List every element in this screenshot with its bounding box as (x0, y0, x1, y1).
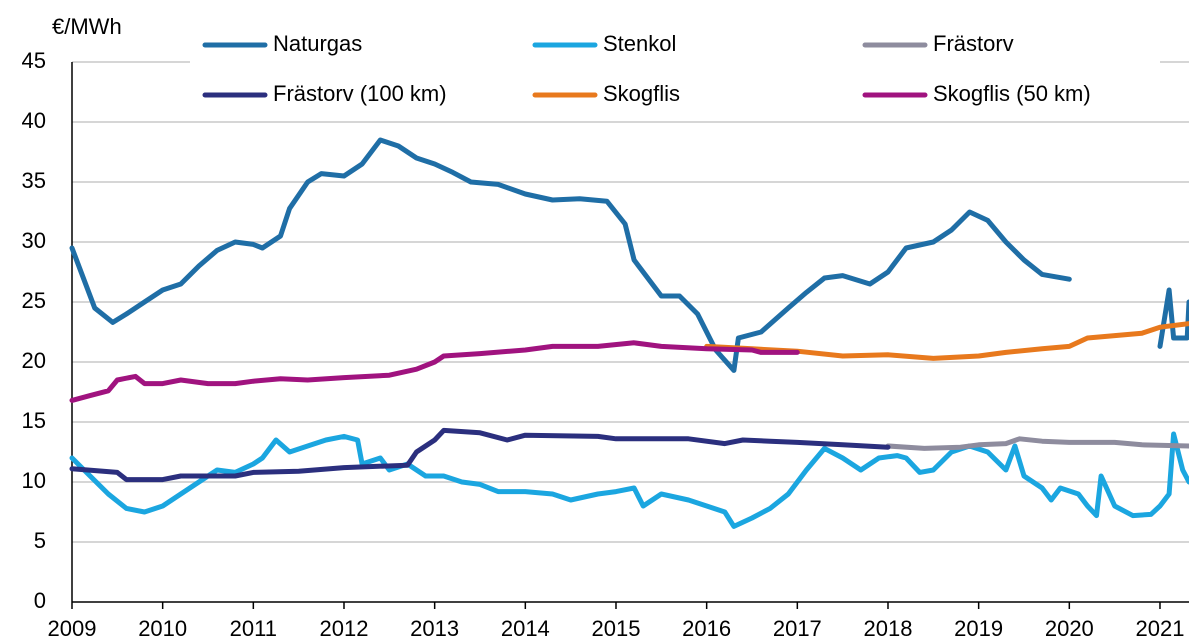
x-tick-label: 2012 (320, 616, 369, 641)
y-tick-label: 45 (22, 48, 46, 73)
y-tick-label: 0 (34, 588, 46, 613)
legend-label: Naturgas (273, 31, 362, 56)
legend-label: Stenkol (603, 31, 676, 56)
x-tick-label: 2016 (682, 616, 731, 641)
legend-background (190, 20, 1160, 120)
series-line (69, 137, 1189, 373)
x-tick-label: 2009 (48, 616, 97, 641)
y-tick-label: 5 (34, 528, 46, 553)
x-tick-label: 2010 (138, 616, 187, 641)
y-tick-label: 25 (22, 288, 46, 313)
legend-label: Frästorv (933, 31, 1014, 56)
series-line (885, 436, 1189, 451)
series-line (704, 321, 1189, 361)
x-tick-label: 2021 (1136, 616, 1185, 641)
legend-label: Skogflis (603, 81, 680, 106)
y-tick-label: 35 (22, 168, 46, 193)
x-tick-label: 2014 (501, 616, 550, 641)
y-tick-label: 20 (22, 348, 46, 373)
y-tick-label: 30 (22, 228, 46, 253)
x-tick-label: 2017 (773, 616, 822, 641)
x-tick-label: 2011 (230, 616, 277, 641)
series-line (69, 431, 1189, 529)
series-line (69, 340, 800, 403)
x-tick-label: 2020 (1045, 616, 1094, 641)
x-tick-label: 2015 (592, 616, 641, 641)
legend-label: Frästorv (100 km) (273, 81, 447, 106)
y-tick-label: 10 (22, 468, 46, 493)
y-tick-label: 15 (22, 408, 46, 433)
y-axis-label: €/MWh (52, 14, 122, 39)
x-tick-label: 2013 (410, 616, 459, 641)
legend-label: Skogflis (50 km) (933, 81, 1091, 106)
x-tick-label: 2019 (954, 616, 1003, 641)
series-line (69, 427, 891, 483)
x-tick-label: 2018 (864, 616, 913, 641)
y-tick-label: 40 (22, 108, 46, 133)
